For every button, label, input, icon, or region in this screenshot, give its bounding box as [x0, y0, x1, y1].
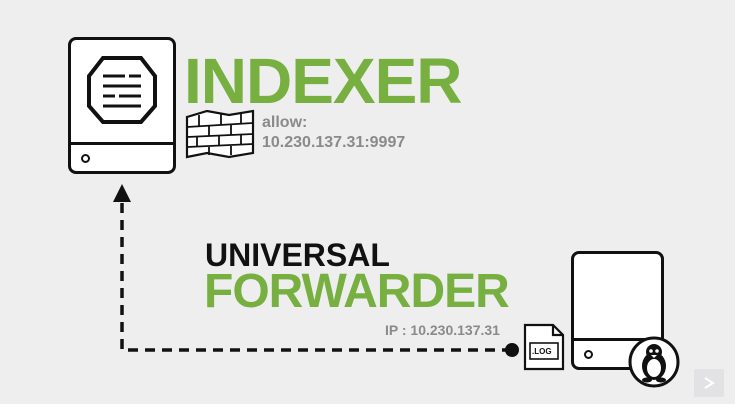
firewall-icon [185, 109, 255, 159]
indexer-server-icon [68, 37, 176, 174]
allow-value: 10.230.137.31:9997 [262, 134, 406, 151]
server-base [71, 142, 173, 171]
hexagon-document-icon [87, 56, 157, 124]
log-file-label: .LOG [532, 347, 552, 356]
next-arrow-icon [704, 377, 715, 389]
next-button[interactable] [694, 369, 724, 397]
allow-label: allow: [262, 114, 308, 131]
indexer-title: INDEXER [184, 45, 462, 117]
server-led-icon [81, 154, 90, 163]
forwarder-title-line2: FORWARDER [204, 265, 510, 318]
linux-penguin-icon [628, 336, 680, 388]
server-led-icon [584, 350, 593, 359]
server-base [574, 338, 661, 367]
forwarder-title-line1: UNIVERSAL [205, 237, 390, 273]
log-file-icon: .LOG [523, 323, 565, 371]
forwarder-ip: IP : 10.230.137.31 [385, 322, 500, 338]
